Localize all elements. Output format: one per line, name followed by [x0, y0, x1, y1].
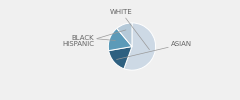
Text: WHITE: WHITE	[110, 9, 150, 50]
Wedge shape	[117, 23, 132, 46]
Wedge shape	[108, 28, 132, 51]
Text: HISPANIC: HISPANIC	[62, 30, 126, 47]
Wedge shape	[124, 23, 156, 70]
Text: ASIAN: ASIAN	[117, 41, 192, 60]
Wedge shape	[109, 46, 132, 69]
Text: BLACK: BLACK	[72, 35, 115, 41]
